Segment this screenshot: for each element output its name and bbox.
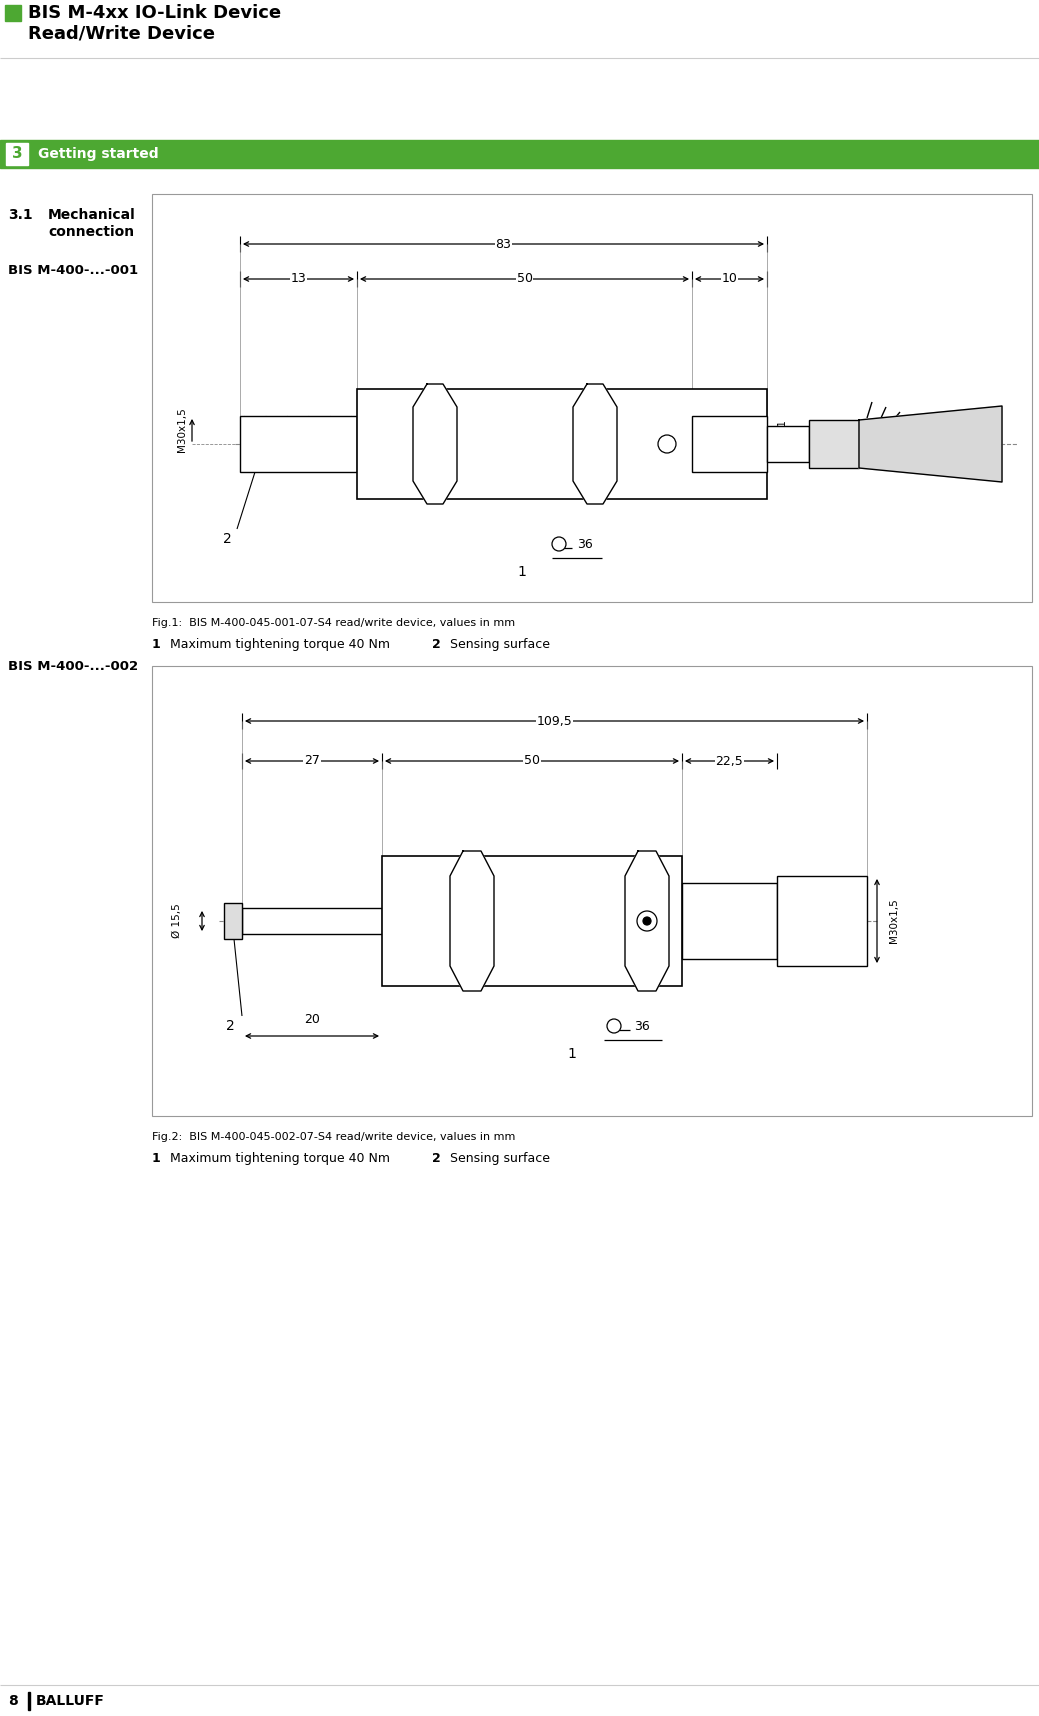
Polygon shape [412, 384, 457, 505]
Circle shape [658, 434, 676, 453]
Text: Sensing surface: Sensing surface [450, 1151, 550, 1165]
Bar [240, 415, 357, 472]
Circle shape [637, 911, 657, 932]
Text: 1: 1 [152, 638, 161, 650]
Text: Ø 15,5: Ø 15,5 [172, 904, 182, 939]
Text: 36: 36 [634, 1019, 649, 1033]
Bar [152, 194, 1032, 602]
Polygon shape [450, 851, 494, 992]
Text: Read/Write Device: Read/Write Device [28, 24, 215, 41]
Text: 36: 36 [577, 537, 593, 551]
Text: Mechanical: Mechanical [48, 208, 136, 221]
Polygon shape [625, 851, 669, 992]
Text: BALLUFF: BALLUFF [36, 1694, 105, 1707]
Text: 3.1: 3.1 [8, 208, 32, 221]
Text: 1: 1 [517, 565, 527, 578]
Circle shape [643, 916, 651, 925]
Text: M12x1: M12x1 [777, 419, 787, 451]
Text: M12x1: M12x1 [724, 894, 735, 928]
Text: BIS M-400-...-001: BIS M-400-...-001 [8, 264, 138, 276]
Bar [382, 856, 682, 987]
Text: 3: 3 [11, 146, 22, 161]
Bar [682, 884, 777, 959]
Text: Maximum tightening torque 40 Nm: Maximum tightening torque 40 Nm [170, 1151, 390, 1165]
Bar [767, 426, 809, 462]
Text: 13: 13 [291, 273, 307, 285]
Text: M30x1,5: M30x1,5 [177, 408, 187, 453]
Text: 2: 2 [432, 638, 441, 650]
Bar [152, 666, 1032, 1115]
Bar [6, 142, 28, 165]
Bar [224, 903, 242, 939]
Text: connection: connection [48, 225, 134, 239]
Text: 83: 83 [496, 237, 511, 251]
Bar [0, 141, 1039, 168]
Text: Getting started: Getting started [38, 148, 159, 161]
Text: 10: 10 [721, 273, 738, 285]
Text: 1: 1 [152, 1151, 161, 1165]
Polygon shape [859, 407, 1002, 482]
Text: 8: 8 [8, 1694, 18, 1707]
Text: 2: 2 [222, 532, 232, 546]
Bar [777, 875, 867, 966]
Text: BIS M-400-...-002: BIS M-400-...-002 [8, 661, 138, 673]
Text: 2: 2 [432, 1151, 441, 1165]
Bar [5, 5, 21, 21]
Bar [28, 1692, 30, 1711]
Text: 50: 50 [516, 273, 533, 285]
Text: 50: 50 [524, 755, 540, 767]
Text: Sensing surface: Sensing surface [450, 638, 550, 650]
Text: Fig.1:  BIS M-400-045-001-07-S4 read/write device, values in mm: Fig.1: BIS M-400-045-001-07-S4 read/writ… [152, 618, 515, 628]
Text: M30x1,5: M30x1,5 [889, 899, 899, 944]
Polygon shape [572, 384, 617, 505]
Text: 109,5: 109,5 [536, 714, 572, 728]
Text: BIS M-4xx IO-Link Device: BIS M-4xx IO-Link Device [28, 3, 282, 22]
Bar [809, 420, 859, 468]
Text: Maximum tightening torque 40 Nm: Maximum tightening torque 40 Nm [170, 638, 390, 650]
Text: 22,5: 22,5 [716, 755, 743, 767]
Text: 1: 1 [567, 1047, 577, 1060]
Bar [692, 415, 767, 472]
Text: 27: 27 [304, 755, 320, 767]
Text: 20: 20 [304, 1012, 320, 1026]
Bar [242, 908, 382, 934]
Text: 2: 2 [225, 1019, 235, 1033]
Bar [357, 390, 767, 499]
Text: Fig.2:  BIS M-400-045-002-07-S4 read/write device, values in mm: Fig.2: BIS M-400-045-002-07-S4 read/writ… [152, 1133, 515, 1143]
